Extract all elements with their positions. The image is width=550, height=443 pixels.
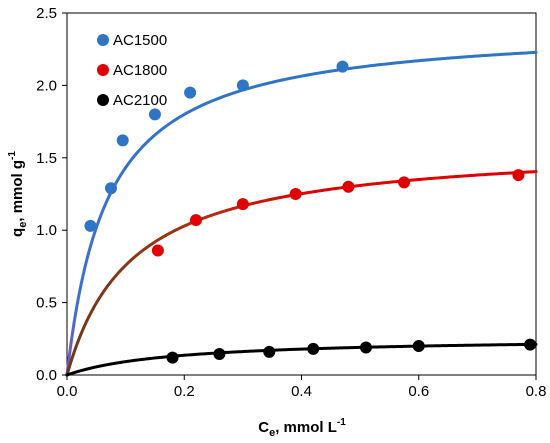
data-point-ac1800 [236, 198, 249, 211]
legend-marker-ac1500 [97, 34, 109, 46]
data-point-ac1800 [342, 180, 355, 193]
fit-line-ac1800 [65, 170, 538, 377]
data-point-ac2100 [166, 351, 179, 364]
data-point-ac1800 [151, 244, 164, 257]
data-point-ac2100 [359, 341, 372, 354]
y-tick-label: 2.0 [36, 77, 57, 94]
data-point-ac1500 [236, 79, 249, 92]
data-point-ac1500 [84, 219, 97, 232]
x-tick-label: 0.2 [174, 383, 195, 400]
x-tick-label: 0.6 [408, 383, 429, 400]
legend-marker-ac2100 [97, 94, 109, 106]
x-tick-label: 0.4 [291, 383, 312, 400]
axes: 0.0 0.2 0.4 0.6 0.8 0.0 0.5 1.0 1.5 2.0 2.5 [36, 5, 546, 400]
legend-marker-ac1800 [97, 64, 109, 76]
y-tick-label: 0.5 [36, 295, 57, 312]
data-point-ac2100 [213, 348, 226, 361]
y-tick-label: 0.0 [36, 367, 57, 384]
data-point-ac1500 [148, 108, 161, 121]
legend-label-ac1500: AC1500 [113, 32, 167, 49]
fit-line-ac2100 [65, 342, 538, 377]
x-axis-title: Ce, mmol L-1 [258, 417, 346, 439]
data-point-ac2100 [412, 340, 425, 353]
data-point-ac1800 [398, 176, 411, 189]
legend-label-ac1800: AC1800 [113, 62, 167, 79]
data-point-ac2100 [307, 342, 320, 355]
data-point-ac1800 [189, 214, 202, 227]
x-tick-label: 0.0 [57, 383, 78, 400]
y-tick-label: 2.5 [36, 5, 57, 22]
y-tick-label: 1.0 [36, 222, 57, 239]
y-tick-label: 1.5 [36, 150, 57, 167]
x-tick-label: 0.8 [526, 383, 547, 400]
data-point-ac1800 [512, 169, 525, 182]
data-points [84, 60, 537, 364]
data-point-ac2100 [263, 345, 276, 358]
legend-label-ac2100: AC2100 [113, 92, 167, 109]
y-axis-title: qe, mmol g-1 [7, 151, 29, 237]
legend: AC1500 AC1800 AC2100 [97, 32, 167, 109]
data-point-ac1800 [289, 188, 302, 200]
data-point-ac1500 [336, 60, 349, 73]
data-point-ac1500 [116, 134, 129, 147]
data-point-ac1500 [104, 182, 117, 195]
fit-line-ac1500 [65, 50, 538, 377]
data-point-ac1500 [184, 86, 197, 99]
data-point-ac2100 [524, 338, 537, 351]
